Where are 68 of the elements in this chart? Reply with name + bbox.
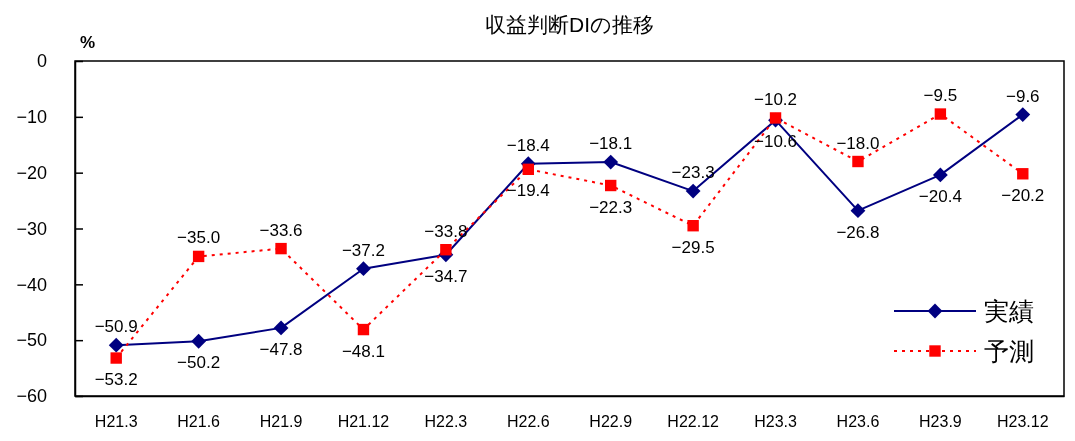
chart-title: 収益判断DIの推移 xyxy=(485,13,654,36)
data-label: −18.4 xyxy=(506,135,550,155)
data-label: −35.0 xyxy=(177,228,221,248)
y-axis-title: % xyxy=(80,33,96,52)
point xyxy=(685,183,701,199)
data-label: −9.5 xyxy=(923,86,958,106)
y-tick-label: −40 xyxy=(16,274,47,295)
point xyxy=(934,108,947,120)
x-tick-label: H22.9 xyxy=(589,413,633,431)
point xyxy=(192,250,205,263)
x-tick-label: H23.9 xyxy=(919,413,962,431)
data-label: −18.0 xyxy=(836,133,880,153)
data-label: −10.6 xyxy=(754,132,798,152)
x-tick-label: H22.12 xyxy=(667,413,720,431)
point xyxy=(603,154,619,170)
y-tick-label: −50 xyxy=(16,330,47,351)
point xyxy=(605,179,617,192)
point xyxy=(440,244,452,256)
x-tick-label: H21.3 xyxy=(94,413,138,431)
data-label: −47.8 xyxy=(259,339,303,359)
point xyxy=(687,220,699,232)
point xyxy=(522,163,534,176)
point xyxy=(357,323,370,336)
y-tick-label: −20 xyxy=(16,162,47,183)
x-tick-label: H21.6 xyxy=(177,413,221,431)
point xyxy=(191,333,207,349)
legend-label: 実績 xyxy=(984,297,1034,325)
point xyxy=(1015,107,1031,123)
legend-label: 予測 xyxy=(984,337,1034,365)
y-tick-label: −10 xyxy=(16,107,47,128)
data-label: −50.2 xyxy=(177,353,221,373)
y-tick-label: −60 xyxy=(16,386,47,407)
data-label: −10.2 xyxy=(754,89,798,109)
data-label: −33.6 xyxy=(259,220,303,240)
point xyxy=(932,167,948,183)
point xyxy=(852,155,864,168)
point xyxy=(275,242,287,255)
x-tick-label: H22.6 xyxy=(506,413,550,431)
x-tick-label: H23.6 xyxy=(836,413,880,431)
data-label: −20.2 xyxy=(1001,185,1045,205)
data-label: −23.3 xyxy=(671,163,715,183)
y-tick-label: 0 xyxy=(36,51,47,72)
point xyxy=(850,203,866,219)
data-label: −34.7 xyxy=(424,266,468,286)
x-tick-label: H23.3 xyxy=(754,413,797,431)
x-tick-label: H22.3 xyxy=(424,413,468,431)
data-label: −53.2 xyxy=(94,370,138,390)
point xyxy=(110,352,122,364)
data-label: −19.4 xyxy=(506,181,550,201)
data-label: −33.8 xyxy=(424,221,468,241)
point xyxy=(769,112,782,124)
x-tick-label: H21.12 xyxy=(337,413,390,431)
point xyxy=(273,320,289,336)
data-label: −29.5 xyxy=(671,237,715,257)
data-label: −22.3 xyxy=(589,197,633,217)
data-label: −50.9 xyxy=(94,317,138,337)
x-tick-label: H23.12 xyxy=(996,413,1049,431)
data-label: −18.1 xyxy=(589,134,633,154)
point xyxy=(356,261,371,277)
data-label: −48.1 xyxy=(341,341,385,361)
x-tick-label: H21.9 xyxy=(259,413,303,431)
point xyxy=(108,337,124,353)
point xyxy=(1017,168,1029,180)
data-label: −26.8 xyxy=(836,222,880,242)
data-label: −20.4 xyxy=(918,186,962,206)
data-label: −9.6 xyxy=(1006,86,1040,106)
y-tick-label: −30 xyxy=(16,218,47,239)
data-label: −37.2 xyxy=(341,240,385,260)
